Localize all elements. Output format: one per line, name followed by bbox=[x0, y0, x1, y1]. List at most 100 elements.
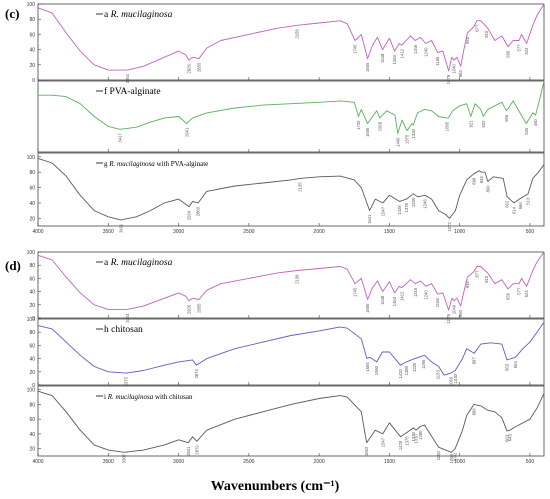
peak-label: 2926 bbox=[187, 304, 192, 314]
peak-label: 2926 bbox=[187, 64, 192, 74]
x-tick-label: 1500 bbox=[384, 229, 395, 235]
peak-label: 1040 bbox=[452, 64, 457, 74]
peak-label: 1745 bbox=[353, 287, 358, 297]
panel-label-c: (c) bbox=[5, 6, 20, 21]
y-tick-label: 80 bbox=[29, 402, 35, 408]
peak-label: 1156 bbox=[435, 56, 440, 66]
y-tick-label: 0 bbox=[32, 316, 35, 322]
y-tick-label: 60 bbox=[29, 32, 35, 38]
y-tick-label: 60 bbox=[29, 417, 35, 423]
y-tick-label: 20 bbox=[29, 63, 35, 69]
peak-label: 1095 bbox=[445, 121, 450, 131]
peak-label: 1656 bbox=[365, 127, 370, 137]
peak-label: 898 bbox=[472, 177, 477, 185]
x-tick-label: 2000 bbox=[314, 459, 325, 465]
y-tick-label: 80 bbox=[29, 330, 35, 336]
peak-label: 1463 bbox=[392, 296, 397, 306]
peak-label: 877 bbox=[475, 270, 480, 278]
peak-label: 3364 bbox=[125, 313, 130, 323]
y-tick-label: 80 bbox=[29, 170, 35, 176]
peak-label: 1547 bbox=[380, 206, 385, 216]
peak-label: 577 bbox=[517, 44, 522, 52]
peak-label: 877 bbox=[475, 24, 480, 32]
peak-label: 1310 bbox=[414, 434, 419, 444]
peak-label: 2158 bbox=[294, 29, 299, 39]
peak-label: 800 bbox=[485, 185, 490, 193]
y-tick-label: 20 bbox=[29, 303, 35, 309]
y-tick-label: 40 bbox=[29, 201, 35, 207]
peak-label: 524 bbox=[524, 290, 529, 298]
x-tick-label: 500 bbox=[526, 459, 535, 465]
legend-label: i R. mucilaginosa with chitosan bbox=[104, 393, 193, 401]
peak-label: 566 bbox=[518, 202, 523, 210]
x-tick-label: 500 bbox=[526, 229, 535, 235]
x-axis-title: Wavenumbers (cm⁻¹) bbox=[210, 479, 340, 494]
peak-label: 1316 bbox=[413, 287, 418, 297]
peak-label: 526 bbox=[524, 127, 529, 135]
peak-label: 656 bbox=[506, 292, 511, 300]
y-tick-label: 100 bbox=[27, 250, 36, 256]
peak-label: 1240 bbox=[423, 47, 428, 57]
peak-label: 662 bbox=[505, 200, 510, 208]
peak-label: 993 bbox=[458, 309, 463, 317]
peak-label: 1330 bbox=[411, 128, 416, 138]
peak-label: 1463 bbox=[392, 54, 397, 64]
peak-label: 3364 bbox=[125, 73, 130, 83]
peak-label: 945 bbox=[465, 36, 470, 44]
subplot-frame bbox=[37, 318, 545, 386]
peak-label: 1412 bbox=[399, 291, 404, 301]
peak-label: 1655 bbox=[365, 62, 370, 72]
peak-label: 663 bbox=[505, 363, 510, 371]
peak-label: 810 bbox=[484, 275, 489, 283]
x-tick-label: 4000 bbox=[32, 229, 43, 235]
peak-label: 1420 bbox=[398, 440, 403, 450]
y-tick-label: 80 bbox=[29, 263, 35, 269]
peak-label: 2158 bbox=[294, 274, 299, 284]
x-tick-label: 1500 bbox=[384, 459, 395, 465]
x-tick-label: 3000 bbox=[173, 459, 184, 465]
peak-label: 643 bbox=[507, 434, 512, 442]
peak-label: 1330 bbox=[411, 431, 416, 441]
peak-label: 524 bbox=[524, 47, 529, 55]
peak-label: 899 bbox=[471, 408, 476, 416]
peak-label: 1059 bbox=[449, 453, 454, 463]
y-tick-label: 20 bbox=[29, 370, 35, 376]
y-tick-label: 60 bbox=[29, 276, 35, 282]
peak-label: 1720 bbox=[356, 120, 361, 130]
peak-label: 846 bbox=[479, 176, 484, 184]
spectrum-line bbox=[38, 80, 545, 134]
peak-label: 1079 bbox=[446, 313, 451, 323]
panel-label-d: (d) bbox=[5, 258, 21, 273]
peak-label: 2924 bbox=[187, 210, 192, 220]
peak-label: 1246 bbox=[423, 199, 428, 209]
peak-label: 921 bbox=[468, 120, 473, 128]
peak-label: 1060 bbox=[449, 376, 454, 386]
peak-label: 1375 bbox=[405, 134, 410, 144]
legend-label: a R. mucilaginosa bbox=[104, 258, 173, 268]
peak-label: 614 bbox=[511, 206, 516, 214]
peak-label: 1428 bbox=[397, 205, 402, 215]
peak-label: 2135 bbox=[298, 182, 303, 192]
peak-label: 810 bbox=[484, 30, 489, 38]
peak-label: 1156 bbox=[435, 298, 440, 308]
y-tick-label: 60 bbox=[29, 343, 35, 349]
spectrum-line bbox=[37, 157, 545, 221]
y-tick-label: 0 bbox=[32, 383, 35, 389]
peak-label: 3417 bbox=[117, 133, 122, 143]
legend-label: f PVA-alginate bbox=[104, 86, 161, 97]
subplot-frame bbox=[37, 251, 545, 319]
peak-label: 1655 bbox=[365, 303, 370, 313]
peak-label: 2931 bbox=[186, 446, 191, 456]
peak-label: 666 bbox=[504, 114, 509, 122]
peak-label: 1380 bbox=[404, 365, 409, 375]
legend-label: g R. mucilaginosa with PVA-alginate bbox=[104, 160, 208, 168]
spectrum-line bbox=[37, 251, 545, 311]
y-tick-label: 100 bbox=[27, 388, 36, 394]
legend-label: a R. mucilaginosa bbox=[104, 10, 173, 20]
peak-label: 1330 bbox=[411, 197, 416, 207]
peak-label: 1548 bbox=[380, 53, 385, 63]
peak-label: 577 bbox=[517, 287, 522, 295]
peak-label: 897 bbox=[472, 357, 477, 365]
peak-label: 1320 bbox=[412, 362, 417, 372]
peak-label: 1655 bbox=[365, 362, 370, 372]
